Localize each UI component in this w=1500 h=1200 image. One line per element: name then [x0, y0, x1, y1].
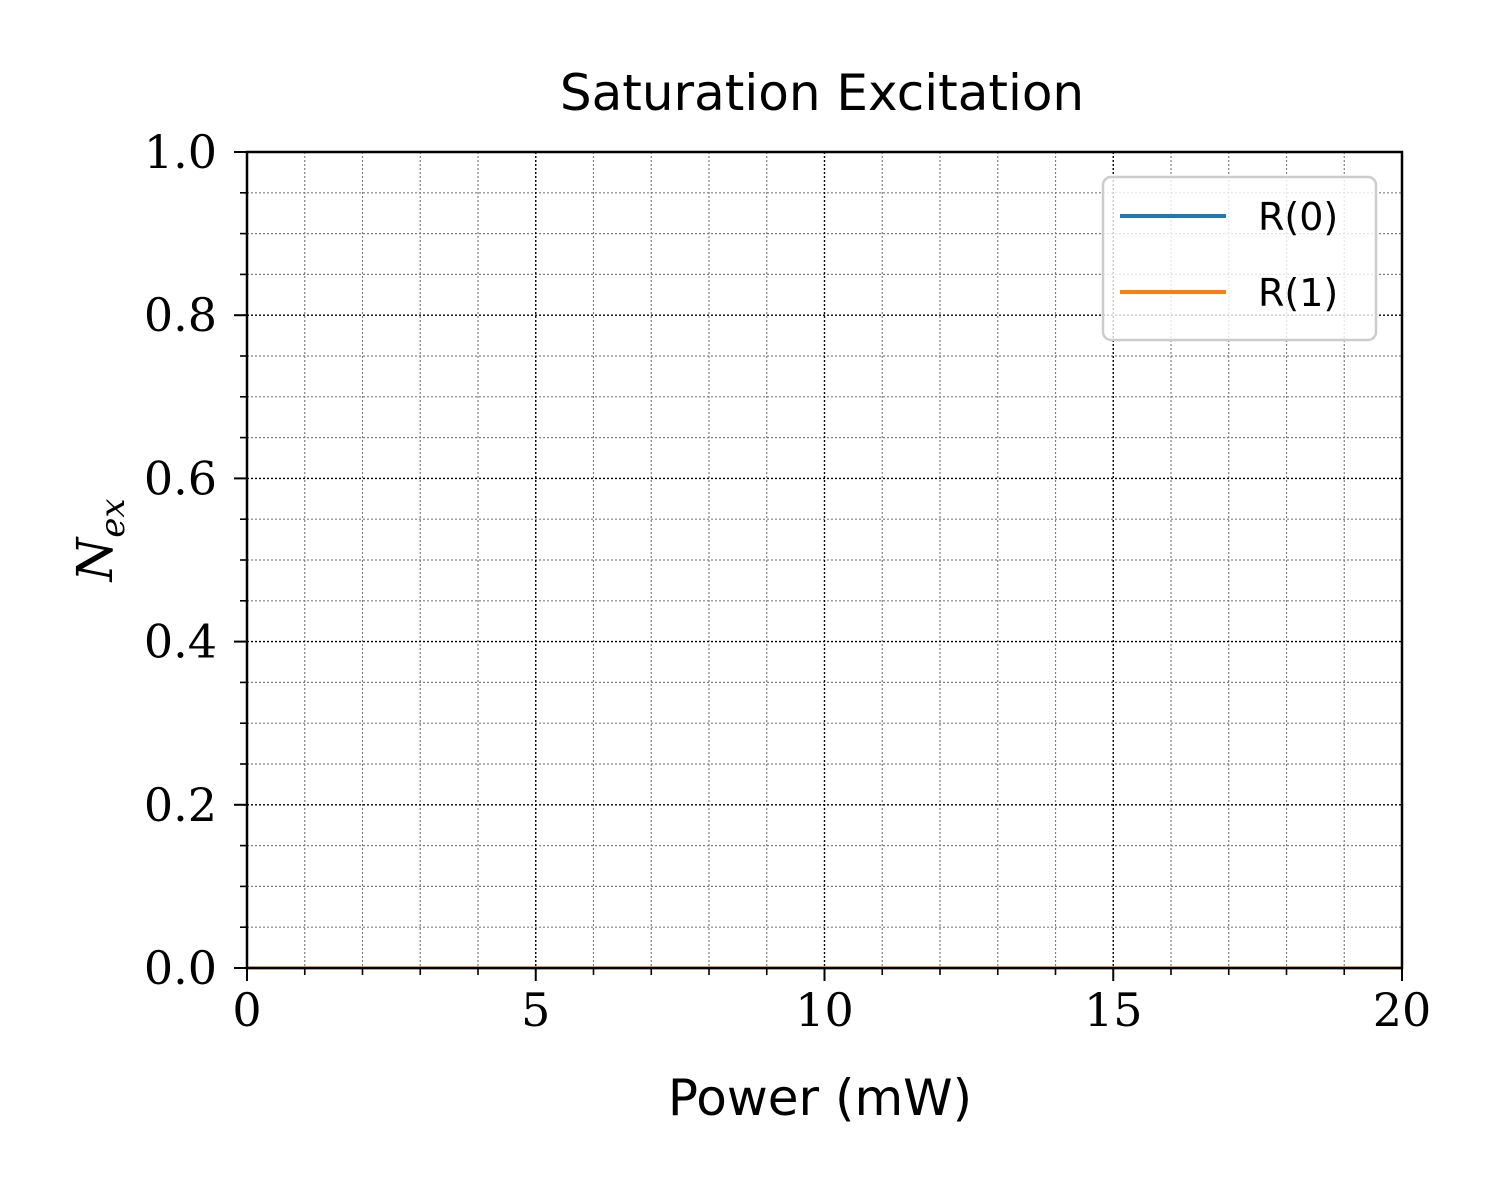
y-tick-label: 0.4: [144, 615, 217, 669]
ticks-layer: [234, 151, 1403, 981]
y-axis-label-subscript: ex: [93, 498, 133, 537]
tick-labels: 0 5 10 15 20 0.0 0.2 0.4 0.6 0.8 1.0: [144, 125, 1431, 1037]
minor-grid: [247, 152, 1402, 968]
y-tick-label: 0.6: [144, 451, 217, 505]
y-tick-label: 1.0: [144, 125, 217, 179]
y-axis-label-base: N: [66, 536, 124, 583]
y-tick-label: 0.0: [144, 941, 217, 995]
major-grid: [247, 152, 1402, 968]
x-tick-label: 5: [521, 983, 550, 1037]
legend-label-r1: R(1): [1258, 271, 1338, 315]
x-tick-label: 10: [795, 983, 854, 1037]
y-tick-label: 0.2: [144, 778, 217, 832]
legend-label-r0: R(0): [1258, 195, 1338, 239]
legend-entries: R(0) R(1): [1120, 195, 1338, 315]
y-tick-label: 0.8: [144, 288, 217, 342]
x-tick-label: 0: [232, 983, 261, 1037]
x-axis-label: Power (mW): [668, 1069, 972, 1127]
x-tick-label: 15: [1084, 983, 1143, 1037]
x-tick-label: 20: [1373, 983, 1432, 1037]
legend: R(0) R(1): [1101, 175, 1378, 342]
chart-title: Saturation Excitation: [560, 64, 1084, 122]
y-axis-label: Nex: [66, 498, 133, 582]
